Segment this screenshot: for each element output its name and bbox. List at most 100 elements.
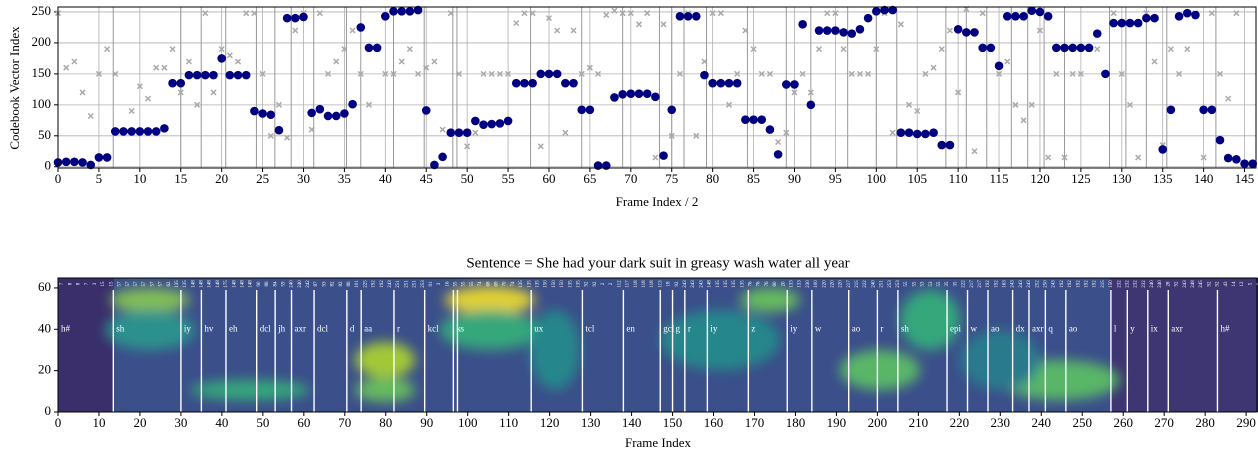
cross-point	[505, 70, 512, 77]
point	[381, 11, 390, 21]
x-tick-label: 45	[420, 171, 433, 186]
phoneme-label: y	[1130, 323, 1135, 333]
codebook-index-label: 192	[1093, 280, 1098, 288]
cross-point	[136, 83, 143, 90]
x-tick-label: 270	[1154, 415, 1174, 430]
cross-point	[472, 129, 479, 136]
codebook-index-label: 232	[1117, 280, 1122, 288]
point	[250, 106, 259, 116]
codebook-index-label: 135	[527, 280, 532, 288]
codebook-index-label: 217	[847, 280, 852, 288]
phoneme-label: z	[751, 323, 755, 333]
codebook-index-label: 118	[650, 280, 655, 288]
x-tick-label: 230	[991, 415, 1011, 430]
point	[683, 11, 693, 21]
point	[1191, 10, 1200, 20]
phoneme-label: aa	[364, 323, 372, 333]
point	[716, 78, 726, 88]
point	[839, 28, 848, 37]
codebook-index-label: 192	[380, 280, 385, 288]
y-tick-label: 0	[45, 403, 52, 418]
x-tick-label: 160	[704, 415, 724, 430]
point	[225, 70, 235, 80]
phoneme-label: axr	[1171, 323, 1183, 333]
point	[168, 78, 177, 88]
codebook-index-label: 150	[560, 280, 565, 288]
cross-point	[832, 10, 839, 17]
x-tick-label: 110	[499, 415, 518, 430]
codebook-index-label: 240	[1158, 280, 1163, 288]
cross-point	[734, 70, 741, 77]
point	[790, 80, 799, 89]
codebook-index-label: 253	[421, 280, 426, 288]
point	[618, 90, 627, 99]
codebook-index-label: 248	[1191, 280, 1196, 288]
codebook-index-label: 135	[740, 280, 745, 288]
point	[151, 127, 161, 136]
point	[675, 11, 685, 21]
x-axis-label: Frame Index	[625, 435, 692, 450]
phoneme-label: w	[815, 323, 822, 333]
cross-point	[325, 70, 332, 77]
point	[372, 43, 382, 53]
point	[1133, 18, 1143, 28]
codebook-index-label: 240	[1150, 280, 1155, 288]
codebook-index-label: 76	[749, 281, 754, 287]
codebook-index-label: 55	[454, 281, 459, 287]
cross-point	[267, 132, 274, 139]
cross-point	[955, 89, 962, 96]
point	[1060, 43, 1069, 53]
point	[773, 150, 783, 159]
point	[1199, 105, 1208, 115]
cross-point	[725, 101, 733, 108]
codebook-index-label: 3	[93, 282, 98, 285]
cross-point	[873, 46, 880, 53]
x-tick-label: 20	[133, 415, 146, 430]
codebook-index-label: 135	[716, 280, 721, 288]
x-tick-label: 40	[215, 415, 228, 430]
phoneme-label: h#	[1220, 323, 1230, 333]
point	[765, 125, 775, 134]
codebook-index-label: 215	[1101, 280, 1106, 288]
cross-point	[1216, 70, 1224, 77]
codebook-index-label: 55	[904, 281, 909, 287]
x-tick-label: 55	[502, 171, 515, 186]
cross-point	[63, 64, 70, 71]
codebook-index-label: 232	[1125, 280, 1130, 288]
point	[569, 78, 578, 88]
point	[691, 11, 701, 21]
point	[528, 78, 537, 88]
codebook-index-label: 243	[1183, 280, 1188, 288]
phoneme-label: q	[1048, 323, 1053, 333]
phoneme-label: hv	[204, 323, 214, 333]
codebook-index-label: 175	[224, 280, 229, 288]
cross-point	[513, 20, 520, 27]
y-tick-label: 150	[32, 65, 52, 80]
phoneme-label: k	[456, 323, 461, 333]
point	[651, 92, 660, 102]
point	[1076, 43, 1086, 53]
point	[921, 129, 930, 139]
phoneme-label: kcl	[428, 323, 439, 333]
codebook-index-label: 148	[216, 280, 221, 288]
codebook-index-label: 92	[593, 281, 598, 287]
codebook-index-label: 7	[85, 282, 90, 285]
point	[1002, 11, 1012, 21]
point	[1043, 11, 1053, 21]
x-tick-label: 240	[1032, 415, 1052, 430]
codebook-index-label: 192	[1084, 280, 1089, 288]
codebook-index-label: 135	[519, 280, 524, 288]
cross-point	[1036, 27, 1044, 34]
y-tick-label: 60	[38, 279, 51, 294]
x-tick-label: 210	[909, 415, 929, 430]
cross-point	[668, 132, 675, 139]
phoneme-label: l	[1114, 323, 1117, 333]
point	[986, 43, 996, 53]
point	[299, 12, 308, 22]
point	[78, 158, 87, 167]
point	[970, 28, 979, 37]
point	[1207, 105, 1217, 115]
point	[1092, 29, 1102, 38]
codebook-index-label: 251	[404, 280, 409, 288]
point	[1158, 145, 1168, 154]
